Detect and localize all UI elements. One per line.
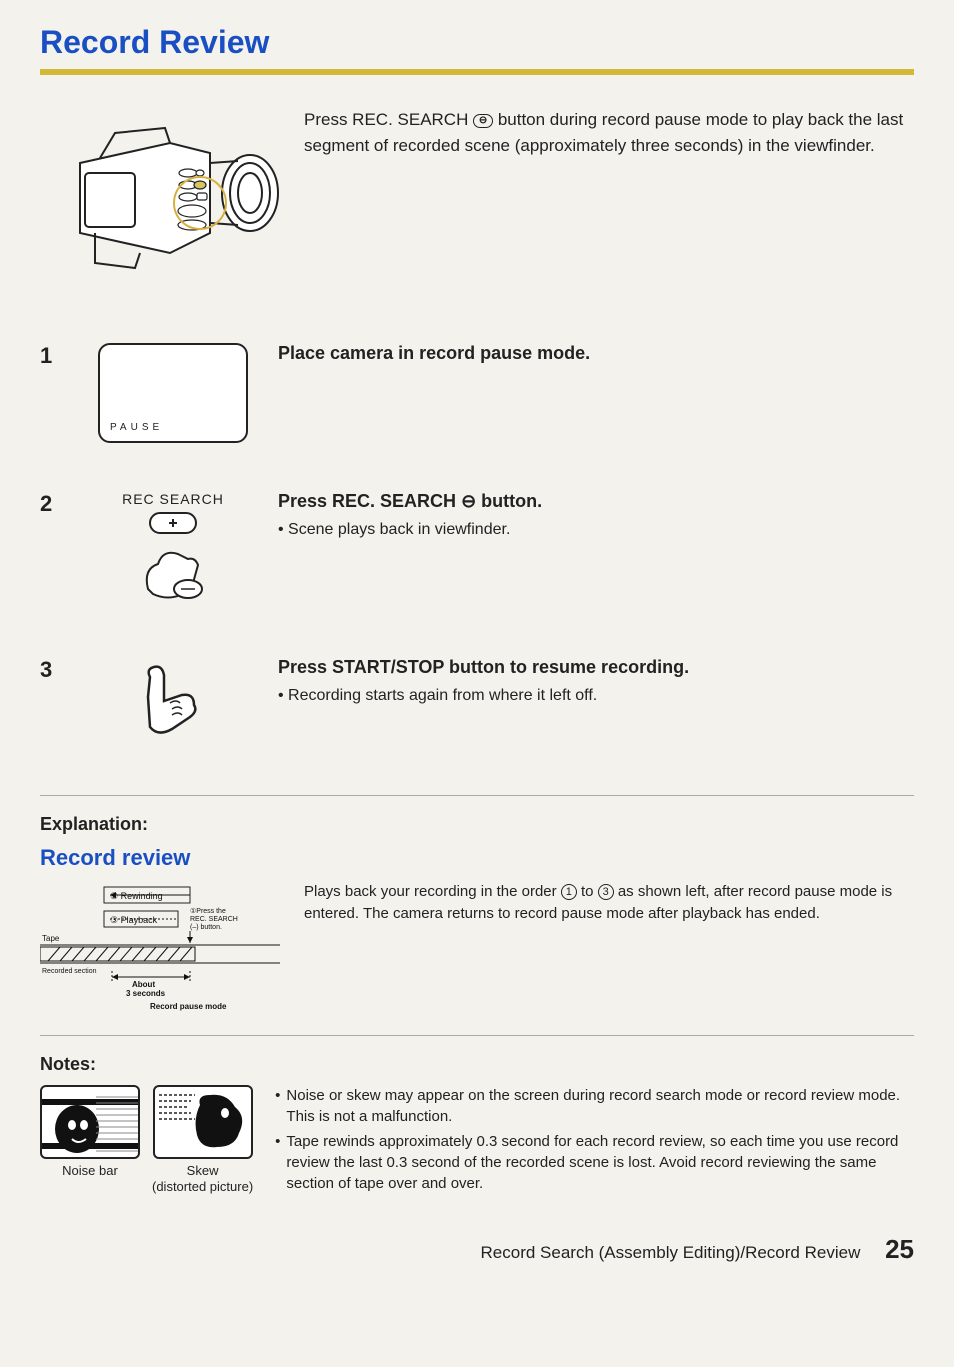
noise-bar-tv-icon	[40, 1085, 140, 1159]
intro-text: Press REC. SEARCH ⊖ button during record…	[304, 103, 914, 283]
step-1-number: 1	[40, 343, 68, 369]
skew-caption: Skew (distorted picture)	[152, 1163, 253, 1194]
page-title: Record Review	[40, 24, 914, 61]
intro-row: Press REC. SEARCH ⊖ button during record…	[40, 103, 914, 283]
diagram-about-label: About	[132, 980, 155, 989]
circled-3-icon: 3	[598, 884, 614, 900]
diagram-mode-label: Record pause mode	[150, 1002, 227, 1011]
divider	[40, 1035, 914, 1036]
step-3-body: Press START/STOP button to resume record…	[278, 657, 914, 708]
explanation-label: Explanation:	[40, 814, 914, 835]
hand-press-icon	[133, 539, 213, 609]
step-3: 3 Press START/STOP button to resume reco…	[40, 657, 914, 747]
notes-bullets: •Noise or skew may appear on the screen …	[269, 1085, 914, 1198]
noise-bar-caption: Noise bar	[62, 1163, 118, 1179]
rec-search-button-icon	[148, 511, 198, 535]
step-2-heading-pre: Press REC. SEARCH	[278, 491, 461, 511]
footer-page-number: 25	[885, 1234, 914, 1264]
divider	[40, 795, 914, 796]
notes-row: Noise bar	[40, 1085, 914, 1198]
step-2-illustration: REC SEARCH	[88, 491, 258, 609]
notes-label: Notes:	[40, 1054, 914, 1075]
explanation-text: Plays back your recording in the order 1…	[304, 881, 914, 925]
note-bullet-1: •Noise or skew may appear on the screen …	[275, 1085, 914, 1127]
step-2: 2 REC SEARCH Press REC. SEARCH ⊖ button.…	[40, 491, 914, 609]
rec-search-minus-icon: ⊖	[473, 114, 493, 128]
record-review-subhead: Record review	[40, 845, 914, 871]
intro-text-before: Press REC. SEARCH	[304, 110, 473, 129]
circled-1-icon: 1	[561, 884, 577, 900]
explanation-row: ② Rewinding ③ Playback ①Press the REC. S…	[40, 881, 914, 1011]
explanation-text-a: Plays back your recording in the order	[304, 883, 561, 900]
camcorder-illustration	[40, 103, 280, 283]
skew-tv-icon	[153, 1085, 253, 1159]
diagram-tape-label: Tape	[42, 934, 60, 943]
explanation-text-b: to	[577, 883, 598, 900]
viewfinder-box: PAUSE	[98, 343, 248, 443]
step-3-number: 3	[40, 657, 68, 683]
tape-diagram: ② Rewinding ③ Playback ①Press the REC. S…	[40, 881, 280, 1011]
notes-images: Noise bar	[40, 1085, 253, 1194]
svg-text:REC. SEARCH: REC. SEARCH	[190, 916, 238, 923]
diagram-recorded-label: Recorded section	[42, 968, 97, 975]
step-1-body: Place camera in record pause mode.	[278, 343, 914, 370]
skew-figure: Skew (distorted picture)	[152, 1085, 253, 1194]
step-3-heading: Press START/STOP button to resume record…	[278, 657, 914, 678]
footer-section-name: Record Search (Assembly Editing)/Record …	[481, 1243, 861, 1262]
rec-search-minus-icon: ⊖	[461, 491, 476, 511]
hand-thumb-icon	[128, 657, 218, 747]
page-footer: Record Search (Assembly Editing)/Record …	[40, 1234, 914, 1265]
pause-label: PAUSE	[110, 422, 163, 433]
page-container: Record Review	[0, 0, 954, 1285]
step-3-illustration	[88, 657, 258, 747]
diagram-press-label: ①Press the	[190, 907, 226, 915]
step-2-bullet: • Scene plays back in viewfinder.	[278, 518, 914, 542]
note-bullet-2: •Tape rewinds approximately 0.3 second f…	[275, 1131, 914, 1194]
diagram-rewinding-label: ② Rewinding	[110, 891, 163, 901]
step-3-bullet: • Recording starts again from where it l…	[278, 684, 914, 708]
accent-bar	[40, 69, 914, 75]
diagram-playback-label: ③ Playback	[110, 915, 158, 925]
svg-text:3 seconds: 3 seconds	[126, 989, 166, 998]
rec-search-label: REC SEARCH	[122, 491, 224, 507]
step-1-heading: Place camera in record pause mode.	[278, 343, 914, 364]
step-1-illustration: PAUSE	[88, 343, 258, 443]
step-2-heading: Press REC. SEARCH ⊖ button.	[278, 491, 914, 512]
step-2-number: 2	[40, 491, 68, 517]
step-1: 1 PAUSE Place camera in record pause mod…	[40, 343, 914, 443]
svg-text:(–) button.: (–) button.	[190, 924, 222, 931]
step-2-body: Press REC. SEARCH ⊖ button. • Scene play…	[278, 491, 914, 542]
step-2-heading-post: button.	[476, 491, 542, 511]
noise-bar-figure: Noise bar	[40, 1085, 140, 1194]
